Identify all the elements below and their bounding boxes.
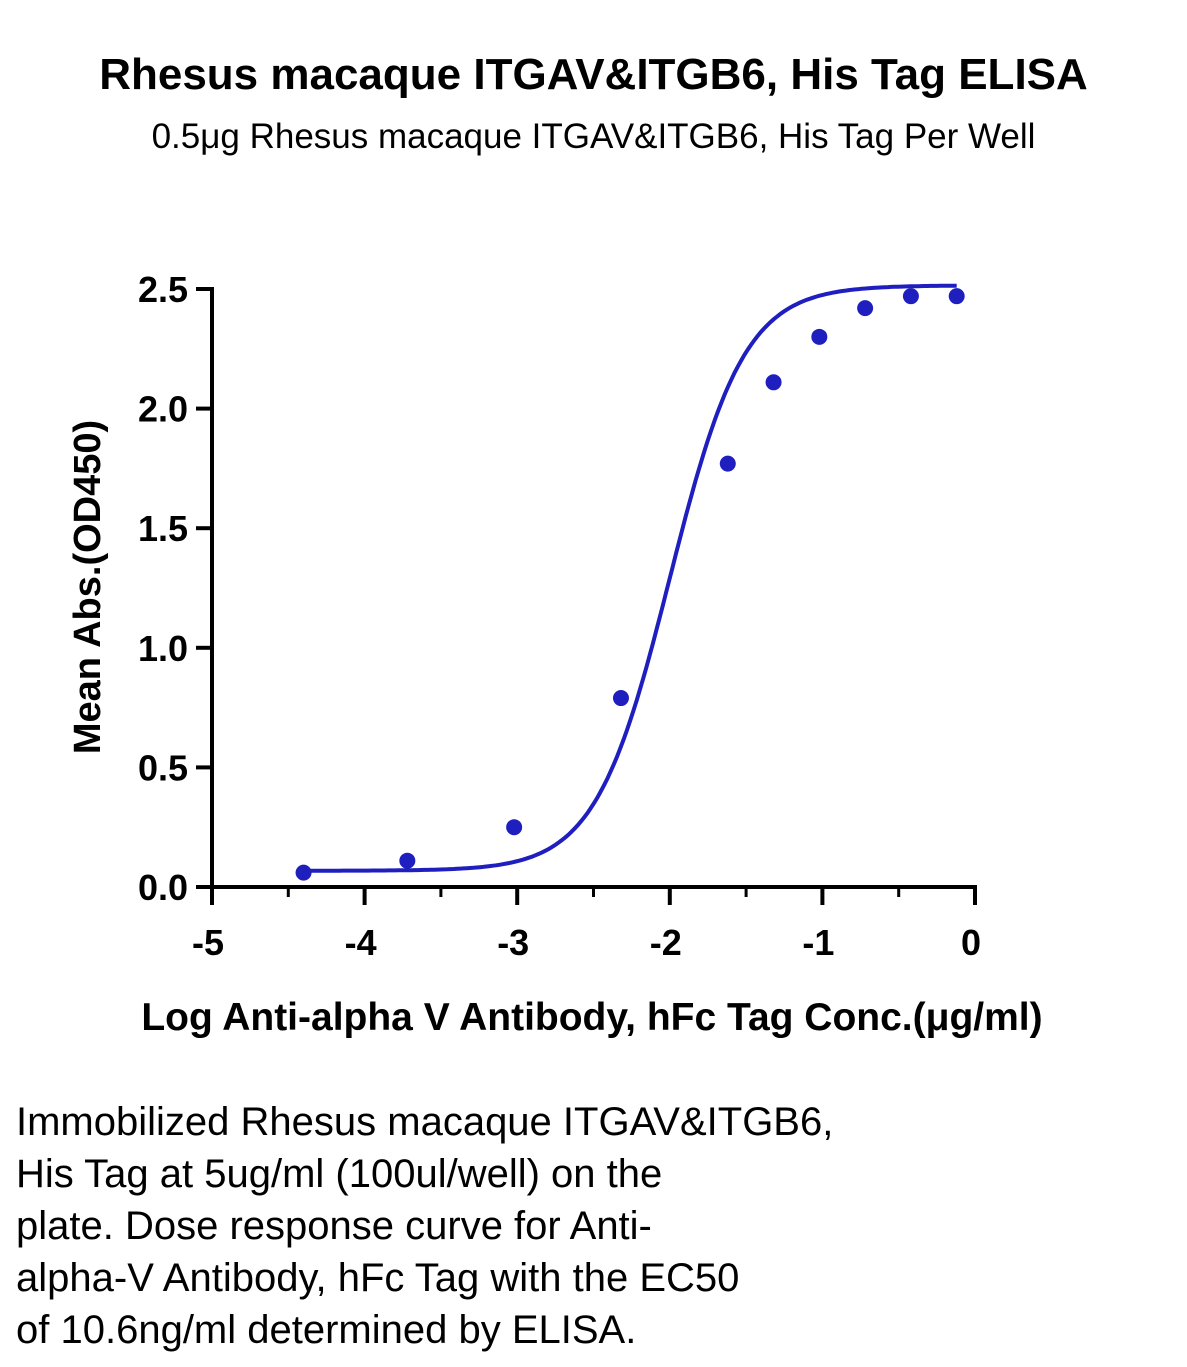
data-point — [857, 300, 874, 317]
chart-subtitle: 0.5μg Rhesus macaque ITGAV&ITGB6, His Ta… — [151, 117, 1036, 156]
chart-title: Rhesus macaque ITGAV&ITGB6, His Tag ELIS… — [99, 50, 1088, 99]
data-point — [719, 455, 736, 472]
caption-line: His Tag at 5ug/ml (100ul/well) on the — [16, 1152, 663, 1196]
y-tick-label: 2.0 — [138, 389, 188, 430]
x-axis-label: Log Anti-alpha V Antibody, hFc Tag Conc.… — [141, 996, 1042, 1039]
caption-line: plate. Dose response curve for Anti- — [16, 1204, 652, 1248]
data-point — [612, 690, 629, 707]
data-point — [811, 328, 828, 345]
data-point — [765, 374, 782, 391]
data-points — [295, 288, 965, 881]
data-point — [506, 819, 523, 836]
caption-line: alpha-V Antibody, hFc Tag with the EC50 — [16, 1256, 740, 1300]
y-tick-label: 0.5 — [138, 747, 188, 788]
x-tick-label: -3 — [497, 922, 529, 963]
x-tick-label: -2 — [650, 922, 682, 963]
x-tick-label: -4 — [345, 922, 377, 963]
data-point — [948, 288, 965, 305]
y-tick-label: 2.5 — [138, 269, 188, 310]
caption-line: of 10.6ng/ml determined by ELISA. — [16, 1308, 637, 1352]
data-point — [902, 288, 919, 305]
y-tick-label: 0.0 — [138, 867, 188, 908]
caption: Immobilized Rhesus macaque ITGAV&ITGB6, … — [16, 1096, 1016, 1356]
y-axis-label: Mean Abs.(OD450) — [67, 420, 109, 754]
fit-curve — [303, 283, 957, 873]
y-tick-label: 1.0 — [138, 628, 188, 669]
y-tick-label: 1.5 — [138, 508, 188, 549]
data-point — [295, 864, 312, 881]
x-tick-label: 0 — [961, 922, 981, 963]
caption-line: Immobilized Rhesus macaque ITGAV&ITGB6, — [16, 1100, 834, 1144]
x-tick-label: -1 — [802, 922, 834, 963]
axes: 0.0 0.5 1.0 1.5 2.0 2.5 -5 -4 -3 -2 -1 0 — [138, 269, 981, 963]
elisa-chart: 0.0 0.5 1.0 1.5 2.0 2.5 -5 -4 -3 -2 -1 0 Mean Abs.(… — [67, 269, 1043, 1039]
data-point — [399, 852, 416, 869]
x-tick-label: -5 — [192, 922, 224, 963]
